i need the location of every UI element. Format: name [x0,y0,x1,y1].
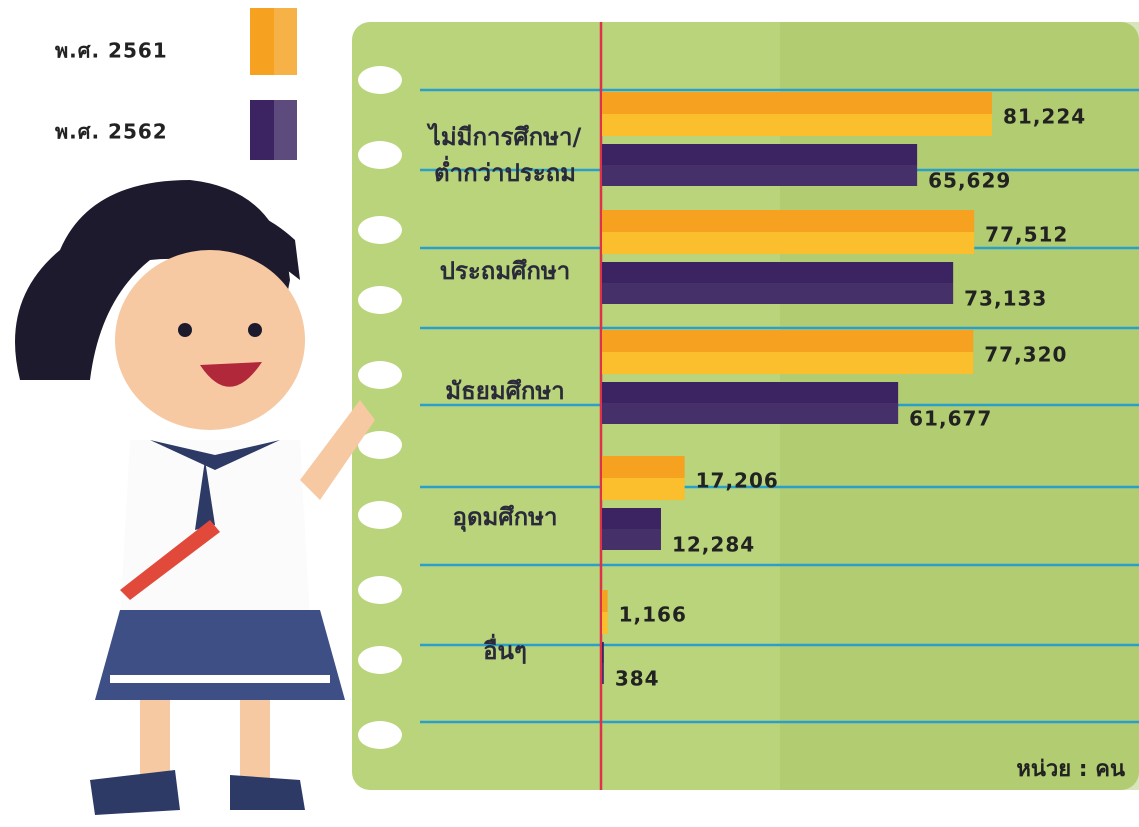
category-label-line: ต่ำกว่าประถม [434,155,576,187]
bar-shade [602,352,973,374]
legend-label: พ.ศ. 2561 [55,39,168,63]
chart: หน่วย : คน พ.ศ. 2561 พ.ศ. 2562 ไม่มีการศึก… [0,0,1139,827]
value-label: 81,224 [1003,105,1086,129]
category-label-line: ไม่มีการศึกษา/ [426,122,582,151]
bar-shade [602,283,953,304]
value-label: 77,320 [984,343,1067,367]
value-label: 73,133 [964,287,1047,311]
bar-shade [602,403,898,424]
value-label: 17,206 [696,469,779,493]
bar-shade [602,612,608,634]
value-label: 65,629 [928,169,1011,193]
bar-shade [602,165,917,186]
category-label: มัธยมศึกษา [445,377,564,405]
bar-shade [602,663,604,684]
value-label: 12,284 [672,533,755,557]
legend-swatch-shade [274,8,297,75]
category-label: อุดมศึกษา [453,503,558,533]
value-label: 61,677 [909,407,992,431]
category-label: อื่นๆ [483,633,527,665]
legend-label: พ.ศ. 2562 [55,120,168,144]
bar-shade [602,232,974,254]
bar-shade [602,478,685,500]
value-label: 384 [615,667,660,691]
legend-swatch-shade [274,100,297,160]
girl-illustration [15,180,375,815]
bar-shade [602,114,992,136]
unit-note: หน่วย : คน [1016,757,1125,782]
category-label: ประถมศึกษา [440,257,570,285]
value-label: 1,166 [619,603,687,627]
bar-shade [602,529,661,550]
value-label: 77,512 [985,223,1068,247]
